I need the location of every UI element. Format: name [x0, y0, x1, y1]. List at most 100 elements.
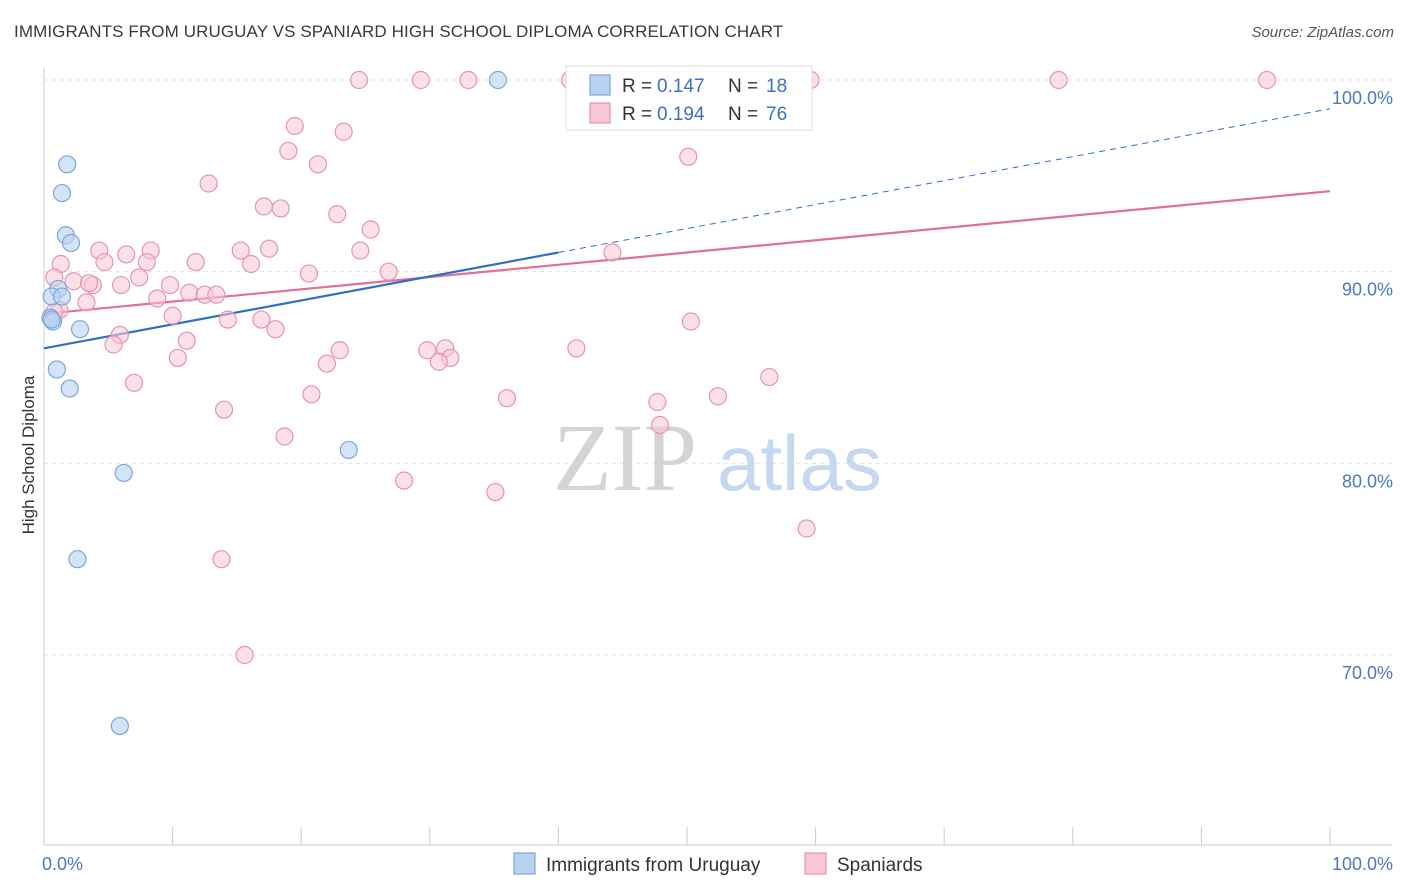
spaniards-point [708, 387, 727, 406]
spaniards-point [130, 268, 149, 287]
spaniards-point [163, 306, 182, 325]
spaniards-point [160, 275, 180, 295]
spaniards-point [168, 348, 187, 368]
legend-r-value-spaniards: 0.194 [657, 104, 705, 125]
spaniards-point [180, 283, 199, 302]
uruguay-point [58, 155, 77, 174]
spaniards-point [241, 254, 261, 274]
uruguay-point [47, 360, 66, 379]
spaniards-point [351, 241, 370, 260]
uruguay-trend-extension [558, 108, 1331, 253]
spaniards-point [361, 220, 380, 239]
spaniards-point [797, 519, 816, 538]
legend-r-label-uruguay: R = [622, 76, 652, 97]
spaniards-point [124, 373, 144, 392]
uruguay-point [339, 440, 358, 460]
spaniards-point [104, 335, 123, 354]
bottom-legend-label-uruguay: Immigrants from Uruguay [546, 855, 761, 876]
axes [43, 68, 1392, 846]
spaniards-point [760, 367, 779, 387]
spaniards-point [235, 645, 254, 665]
spaniards-points [45, 70, 1277, 665]
spaniards-point [379, 262, 398, 281]
spaniards-point [334, 122, 353, 141]
spaniards-point [459, 70, 478, 90]
spaniards-point [328, 205, 347, 224]
spaniards-point [275, 427, 294, 446]
spaniards-point [418, 341, 437, 360]
spaniards-point [212, 550, 231, 569]
spaniards-point [199, 174, 218, 193]
y-tick-label: 90.0% [1342, 280, 1393, 300]
spaniards-point [394, 471, 414, 490]
legend: R = 0.147 N = 18 R = 0.194 N = 76 [565, 65, 813, 131]
spaniards-point [259, 239, 279, 258]
spaniards-point [429, 352, 448, 371]
legend-swatch-uruguay [589, 74, 611, 96]
trend-lines [43, 108, 1331, 350]
uruguay-point [70, 320, 90, 339]
spaniards-point [411, 70, 430, 90]
watermark-atlas: atlas [717, 419, 882, 507]
spaniards-point [279, 141, 298, 161]
uruguay-point [42, 310, 61, 329]
uruguay-point [68, 550, 87, 569]
bottom-legend-label-spaniards: Spaniards [837, 855, 923, 876]
watermark-zip: ZIP [553, 404, 697, 511]
legend-n-value-uruguay: 18 [766, 76, 787, 97]
spaniards-point [349, 70, 369, 90]
spaniards-point [231, 241, 250, 260]
uruguay-point [488, 70, 508, 90]
spaniards-point [486, 482, 505, 502]
uruguay-trend-line [43, 251, 559, 350]
x-tick-labels: 0.0% 100.0% [42, 854, 1393, 874]
spaniards-point [330, 341, 349, 360]
legend-r-label-spaniards: R = [622, 104, 652, 125]
spaniards-point [254, 197, 274, 216]
spaniards-point [112, 275, 131, 295]
bottom-legend: Immigrants from Uruguay Spaniards [513, 852, 923, 876]
spaniards-point [308, 155, 328, 174]
y-axis-label: High School Diploma [19, 375, 38, 534]
spaniards-point [218, 310, 237, 329]
y-tick-label: 70.0% [1342, 663, 1393, 683]
spaniards-point [137, 252, 156, 272]
spaniards-point [679, 147, 698, 166]
spaniards-point [317, 354, 337, 373]
uruguay-point [61, 233, 81, 253]
spaniards-trend-line [43, 190, 1331, 315]
spaniards-point [214, 400, 234, 419]
bottom-legend-swatch-uruguay [513, 852, 536, 875]
spaniards-point [79, 274, 99, 293]
spaniards-point [648, 392, 667, 412]
spaniards-point [64, 272, 83, 291]
uruguay-point [114, 463, 133, 483]
spaniards-point [567, 339, 586, 358]
spaniards-point [95, 252, 114, 272]
uruguay-point [52, 287, 72, 306]
spaniards-point [252, 310, 271, 329]
x-tick-label-max: 100.0% [1332, 854, 1393, 874]
spaniards-point [1049, 70, 1068, 90]
x-tick-label-min: 0.0% [42, 854, 83, 874]
legend-n-value-spaniards: 76 [766, 104, 787, 125]
spaniards-point [603, 243, 622, 262]
bottom-legend-swatch-spaniards [804, 852, 827, 875]
spaniards-point [299, 264, 319, 283]
legend-n-label-uruguay: N = [728, 76, 758, 97]
legend-n-label-spaniards: N = [728, 104, 758, 125]
uruguay-point [52, 183, 72, 203]
gridlines [44, 79, 1392, 656]
spaniards-point [77, 293, 96, 312]
spaniards-point [1257, 70, 1277, 90]
y-tick-labels: 100.0% 90.0% 80.0% 70.0% [1332, 88, 1393, 683]
spaniards-point [302, 385, 321, 404]
chart-source: Source: ZipAtlas.com [1251, 24, 1394, 41]
uruguay-points [41, 70, 508, 736]
spaniards-point [266, 320, 285, 339]
spaniards-point [650, 415, 670, 435]
spaniards-point [681, 312, 700, 331]
spaniards-point [177, 331, 196, 350]
spaniards-point [117, 245, 136, 264]
